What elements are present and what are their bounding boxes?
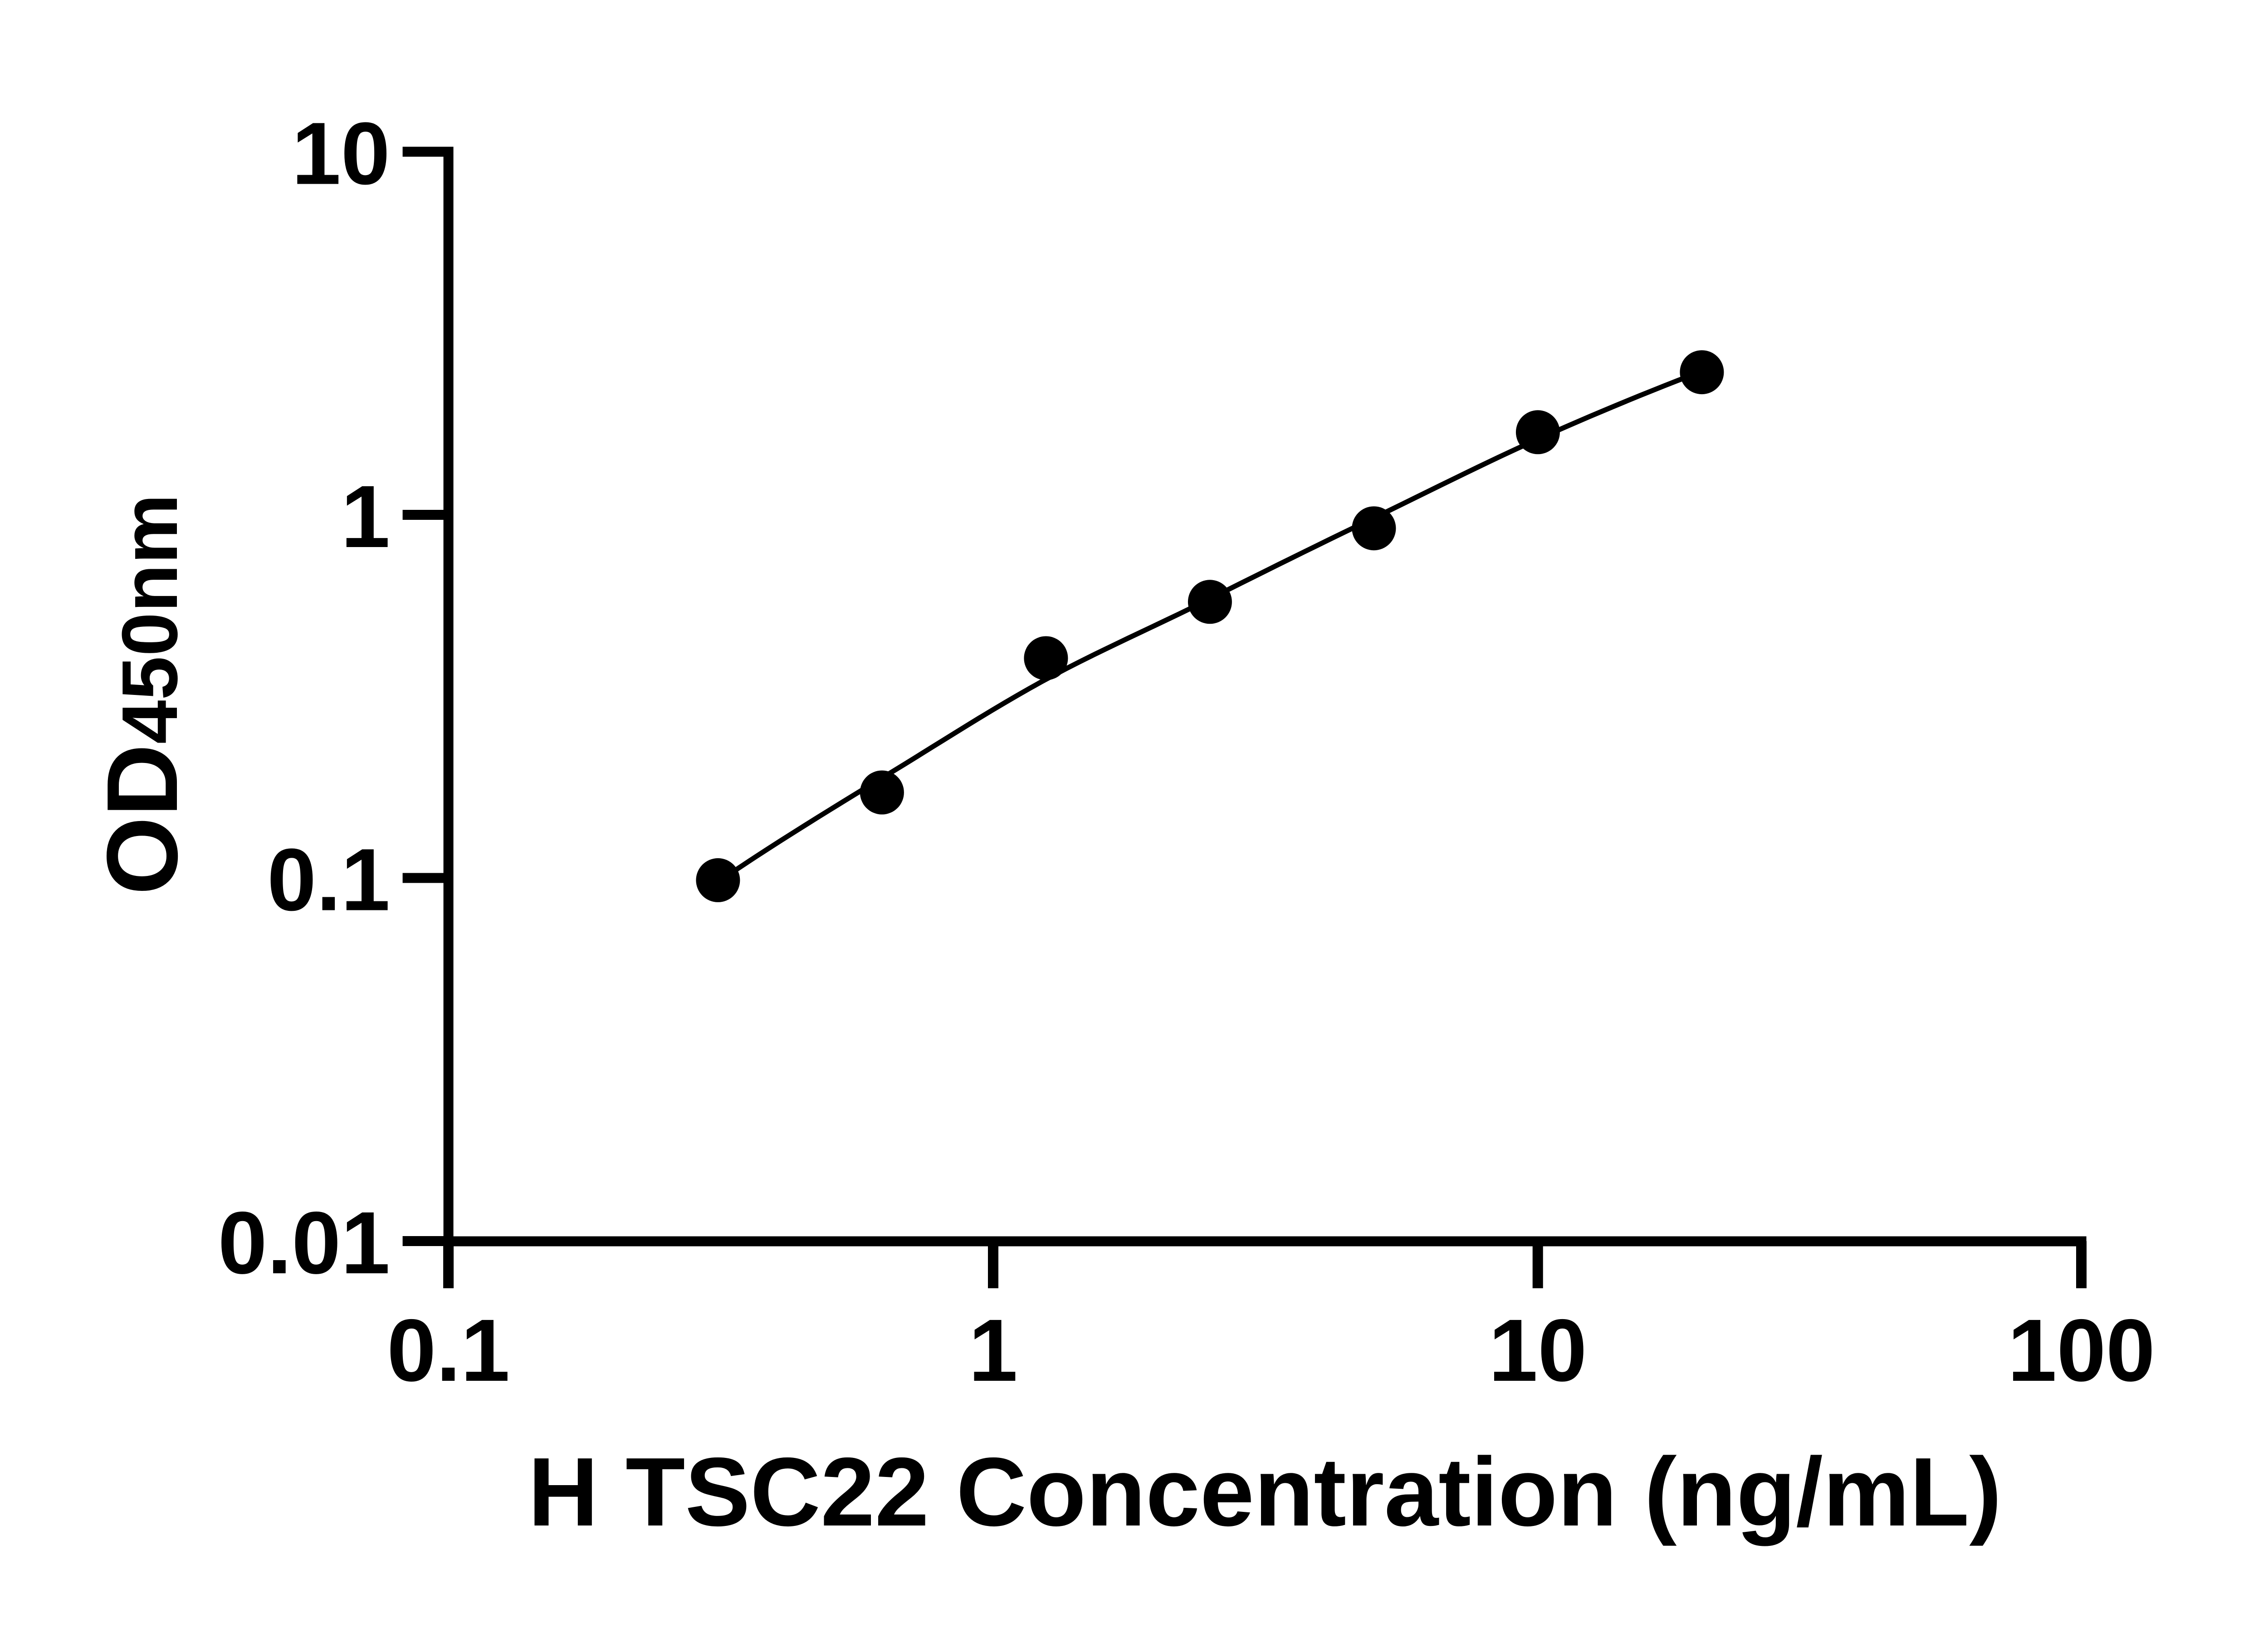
svg-text:10: 10 bbox=[1489, 1301, 1587, 1400]
svg-text:10: 10 bbox=[292, 104, 390, 203]
svg-text:1: 1 bbox=[968, 1301, 1017, 1400]
svg-text:OD450nm: OD450nm bbox=[86, 494, 199, 895]
svg-text:0.01: 0.01 bbox=[218, 1193, 390, 1292]
svg-text:0.1: 0.1 bbox=[387, 1301, 510, 1400]
svg-text:H TSC22 Concentration (ng/mL): H TSC22 Concentration (ng/mL) bbox=[528, 1437, 2002, 1546]
svg-text:1: 1 bbox=[341, 467, 390, 566]
svg-text:100: 100 bbox=[2008, 1301, 2155, 1400]
svg-text:0.1: 0.1 bbox=[267, 831, 390, 929]
